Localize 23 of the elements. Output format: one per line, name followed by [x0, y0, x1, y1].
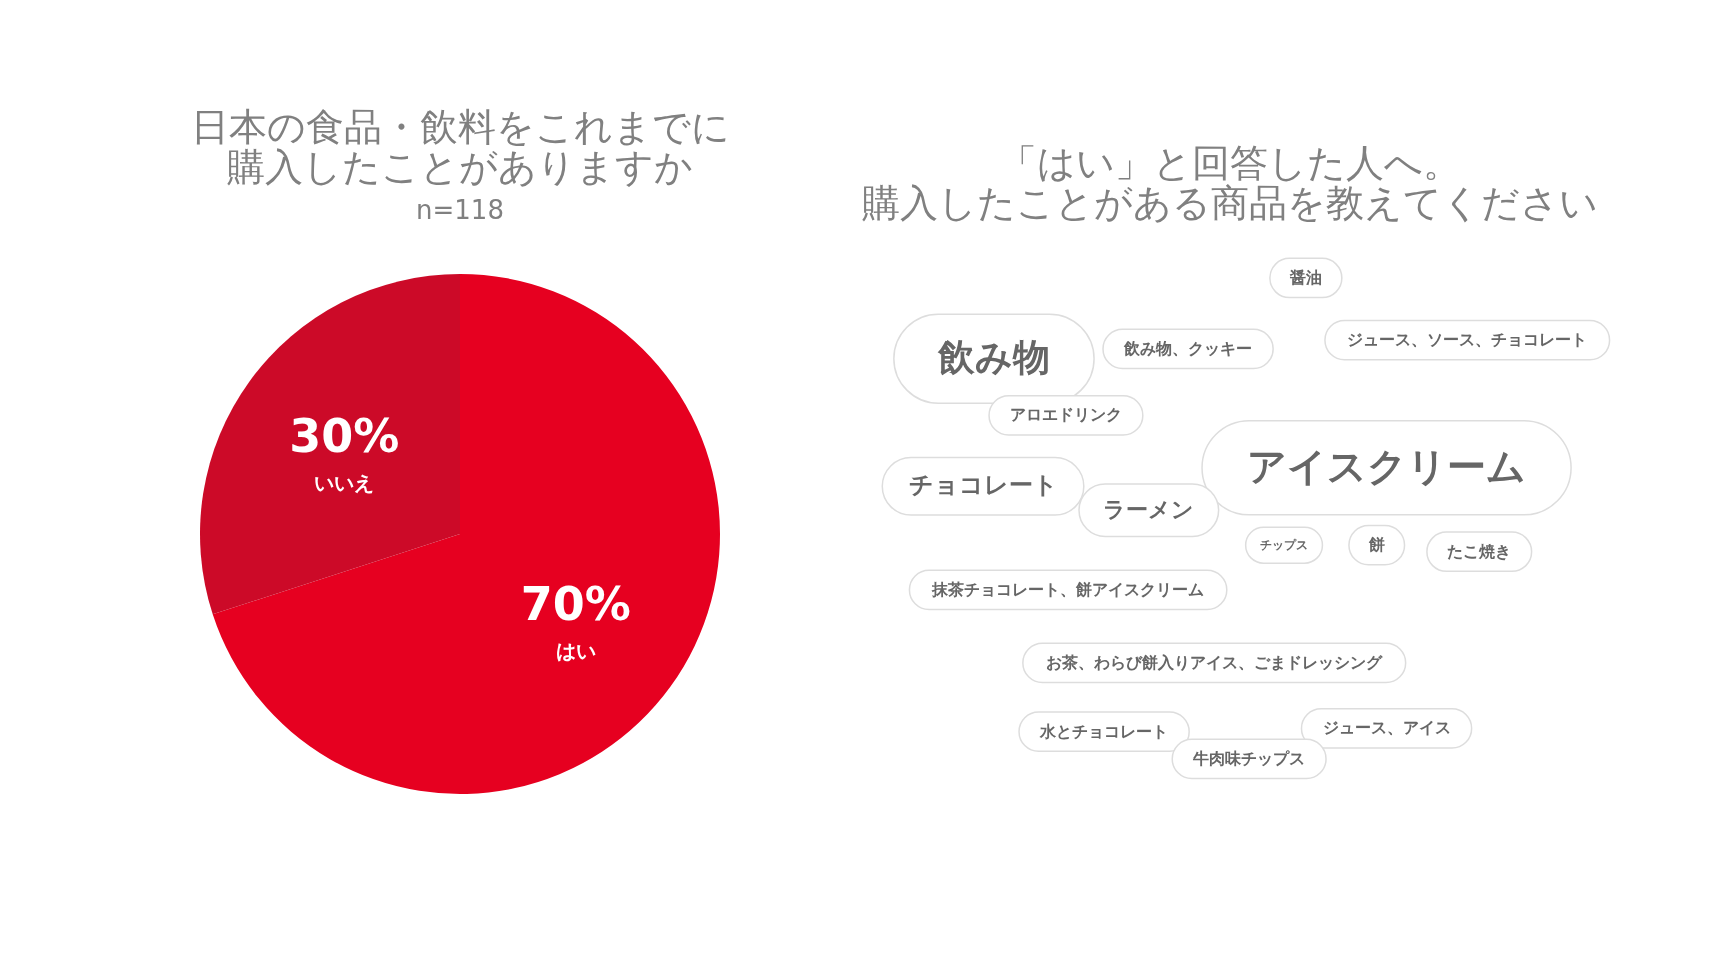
text: 抹茶チョコレート、餅アイスクリーム: [931, 579, 1205, 599]
text: チョコレート: [908, 471, 1058, 500]
text: アロエドリンク: [1009, 405, 1122, 425]
text: チップス: [1260, 538, 1309, 553]
text: アイスクリーム: [1247, 443, 1527, 489]
text: 飲み物: [936, 335, 1050, 379]
text: お茶、わらび餅入りアイス、ごまドレッシング: [1046, 652, 1384, 672]
data-label: 30%: [289, 408, 400, 463]
text: ジュース、ソース、チョコレート: [1347, 330, 1588, 350]
data-label: 70%: [520, 577, 631, 632]
chart-subtitle: n=118: [416, 195, 504, 225]
slice-label: はい: [555, 639, 596, 664]
text: ラーメン: [1103, 497, 1195, 523]
pie-slice: [212, 274, 720, 794]
text: 醤油: [1288, 267, 1322, 287]
text: たこ焼き: [1447, 541, 1512, 561]
slice-label: いいえ: [314, 470, 375, 495]
text: 餅: [1367, 535, 1385, 555]
pie-slice: [200, 274, 460, 615]
text: 飲み物、クッキー: [1123, 338, 1253, 358]
text: 水とチョコレート: [1039, 721, 1169, 741]
text: ジュース、アイス: [1322, 718, 1451, 738]
text: 牛肉味チップス: [1192, 748, 1306, 768]
